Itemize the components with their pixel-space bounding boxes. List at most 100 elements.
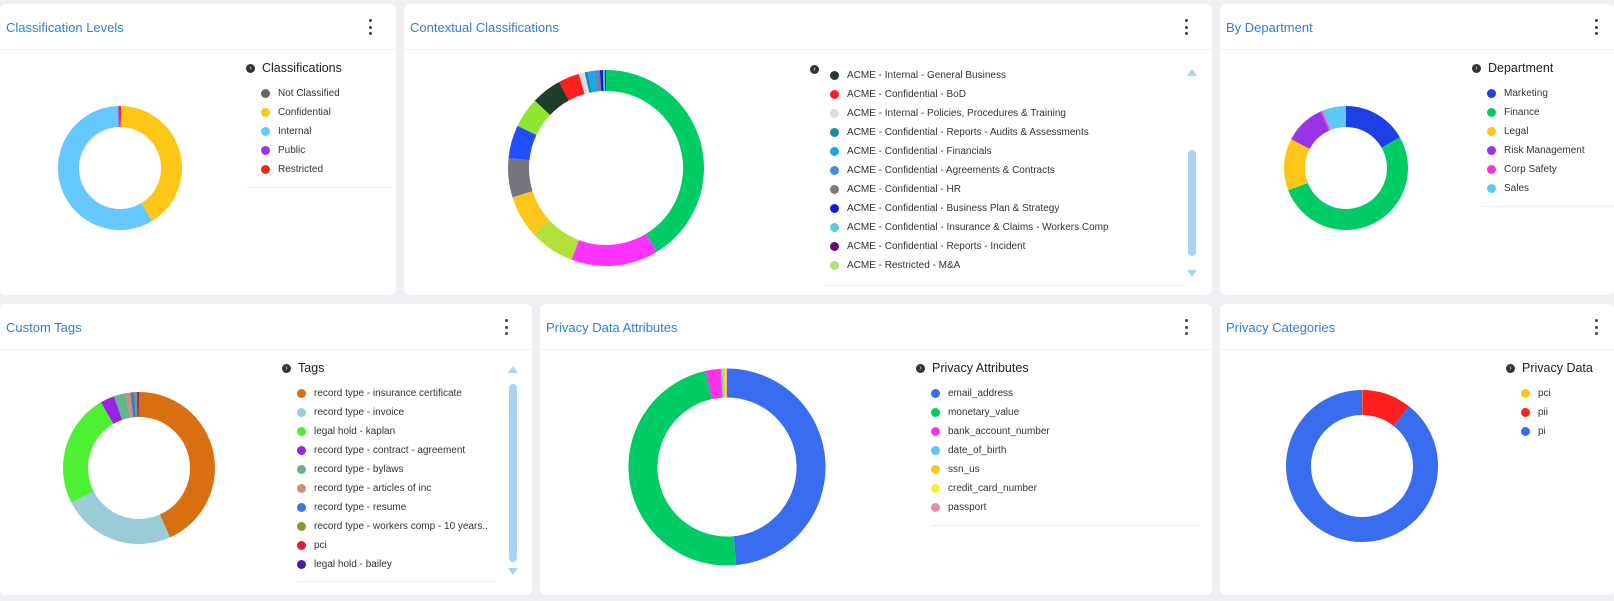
legend-scroll-down-button[interactable] xyxy=(1187,270,1197,277)
legend-item[interactable]: ACME - Confidential - Reports - Audits &… xyxy=(830,123,1109,142)
legend-item[interactable]: Finance xyxy=(1487,103,1585,122)
donut-slice[interactable] xyxy=(1320,110,1331,131)
donut-slice[interactable] xyxy=(120,106,182,221)
donut-slice[interactable] xyxy=(571,233,657,266)
legend-header[interactable]: › Privacy Data xyxy=(1506,359,1614,377)
legend-item[interactable]: Legal xyxy=(1487,122,1585,141)
legend-toggle-icon[interactable]: › xyxy=(246,63,255,73)
legend-item[interactable]: bank_account_number xyxy=(931,422,1050,441)
more-options-icon[interactable] xyxy=(1592,319,1600,335)
legend-item[interactable]: Risk Management xyxy=(1487,141,1585,160)
donut-slice[interactable] xyxy=(534,82,570,116)
donut-slice[interactable] xyxy=(517,100,551,136)
donut-slice[interactable] xyxy=(1286,390,1438,542)
legend-item[interactable]: record type - bylaws xyxy=(297,460,487,479)
donut-slice[interactable] xyxy=(1284,139,1310,191)
legend-item[interactable]: pii xyxy=(1521,403,1551,422)
donut-slice[interactable] xyxy=(605,70,704,252)
card-title[interactable]: Privacy Data Attributes xyxy=(546,320,678,335)
legend-item[interactable]: legal hold - kaplan xyxy=(297,422,487,441)
donut-slice[interactable] xyxy=(138,392,215,538)
legend-toggle-icon[interactable]: › xyxy=(1506,363,1515,373)
legend-item[interactable]: ssn_us xyxy=(931,460,1050,479)
legend-item[interactable]: record type - workers comp - 10 years... xyxy=(297,517,487,536)
donut-slice[interactable] xyxy=(508,158,533,198)
donut-slice[interactable] xyxy=(100,396,123,425)
legend-item[interactable]: passport xyxy=(931,498,1050,517)
legend-scroll-up-button[interactable] xyxy=(1187,69,1197,76)
legend-item[interactable]: ACME - Internal - Policies, Procedures &… xyxy=(830,104,1109,123)
card-title[interactable]: Classification Levels xyxy=(6,20,124,35)
donut-slice[interactable] xyxy=(559,73,585,101)
legend-item[interactable]: ACME - Confidential - Agreements & Contr… xyxy=(830,161,1109,180)
legend-toggle-icon[interactable]: › xyxy=(282,363,291,373)
legend-header[interactable]: › xyxy=(810,60,826,78)
more-options-icon[interactable] xyxy=(1592,19,1600,35)
legend-item[interactable]: legal hold - bailey xyxy=(297,555,487,574)
card-title[interactable]: Privacy Categories xyxy=(1226,320,1336,335)
legend-toggle-icon[interactable]: › xyxy=(1472,63,1481,73)
donut-slice[interactable] xyxy=(508,125,537,161)
donut-slice[interactable] xyxy=(533,219,580,260)
legend-item[interactable]: Not Classified xyxy=(261,84,340,103)
legend-scrollbar-thumb[interactable] xyxy=(509,384,517,562)
legend-item[interactable]: Internal xyxy=(261,122,340,141)
donut-slice[interactable] xyxy=(63,402,114,503)
donut-slice[interactable] xyxy=(1345,106,1400,149)
legend-item[interactable]: Marketing xyxy=(1487,84,1585,103)
legend-item[interactable]: ACME - Confidential - Insurance & Claims… xyxy=(830,218,1109,237)
donut-slice[interactable] xyxy=(587,70,597,93)
legend-item[interactable]: Public xyxy=(261,141,340,160)
legend-header[interactable]: › Privacy Attributes xyxy=(916,359,1212,377)
donut-slice[interactable] xyxy=(125,392,134,418)
legend-item[interactable]: ACME - Restricted - M&A xyxy=(830,256,1109,275)
legend-item[interactable]: record type - articles of inc xyxy=(297,479,487,498)
card-title[interactable]: Contextual Classifications xyxy=(410,20,559,35)
legend-item[interactable]: Confidential xyxy=(261,103,340,122)
donut-slice[interactable] xyxy=(584,71,592,93)
legend-item[interactable]: record type - resume xyxy=(297,498,487,517)
donut-slice[interactable] xyxy=(1288,137,1408,230)
more-options-icon[interactable] xyxy=(366,19,374,35)
legend-header[interactable]: › Classifications xyxy=(246,59,396,77)
donut-slice[interactable] xyxy=(1291,111,1330,150)
legend-item[interactable]: record type - insurance certificate xyxy=(297,384,487,403)
legend-item[interactable]: Restricted xyxy=(261,160,340,179)
donut-slice[interactable] xyxy=(628,370,737,566)
card-title[interactable]: Custom Tags xyxy=(6,320,82,335)
legend-item[interactable]: Corp Safety xyxy=(1487,160,1585,179)
donut-slice[interactable] xyxy=(113,393,131,420)
more-options-icon[interactable] xyxy=(1182,19,1190,35)
legend-item[interactable]: ACME - Confidential - BoD xyxy=(830,85,1109,104)
legend-item[interactable]: email_address xyxy=(931,384,1050,403)
legend-header[interactable]: › Tags xyxy=(282,359,532,377)
legend-scroll-up-button[interactable] xyxy=(508,366,518,373)
donut-slice[interactable] xyxy=(71,490,171,544)
legend-item[interactable]: ACME - Confidential - HR xyxy=(830,180,1109,199)
donut-slice[interactable] xyxy=(705,368,723,400)
legend-item[interactable]: record type - contract - agreement xyxy=(297,441,487,460)
legend-item[interactable]: ACME - Internal - General Business xyxy=(830,66,1109,85)
legend-toggle-icon[interactable]: › xyxy=(916,363,925,373)
donut-slice[interactable] xyxy=(726,368,826,566)
donut-slice[interactable] xyxy=(578,72,590,95)
legend-item[interactable]: ACME - Confidential - Reports - Incident xyxy=(830,237,1109,256)
legend-toggle-icon[interactable]: › xyxy=(810,64,819,74)
legend-header[interactable]: › Department xyxy=(1472,59,1614,77)
donut-slice[interactable] xyxy=(1322,106,1347,131)
legend-item[interactable]: pi xyxy=(1521,422,1551,441)
card-title[interactable]: By Department xyxy=(1226,20,1313,35)
legend-item[interactable]: credit_card_number xyxy=(931,479,1050,498)
donut-slice[interactable] xyxy=(1361,390,1409,427)
legend-item[interactable]: ACME - Confidential - Financials xyxy=(830,142,1109,161)
legend-scroll-down-button[interactable] xyxy=(508,568,518,575)
legend-item[interactable]: pci xyxy=(297,536,487,555)
more-options-icon[interactable] xyxy=(1182,319,1190,335)
legend-item[interactable]: pci xyxy=(1521,384,1551,403)
legend-item[interactable]: ACME - Confidential - Business Plan & St… xyxy=(830,199,1109,218)
legend-item[interactable]: date_of_birth xyxy=(931,441,1050,460)
legend-scrollbar-thumb[interactable] xyxy=(1188,150,1196,256)
legend-item[interactable]: monetary_value xyxy=(931,403,1050,422)
donut-slice[interactable] xyxy=(512,190,550,235)
donut-slice[interactable] xyxy=(58,106,153,230)
